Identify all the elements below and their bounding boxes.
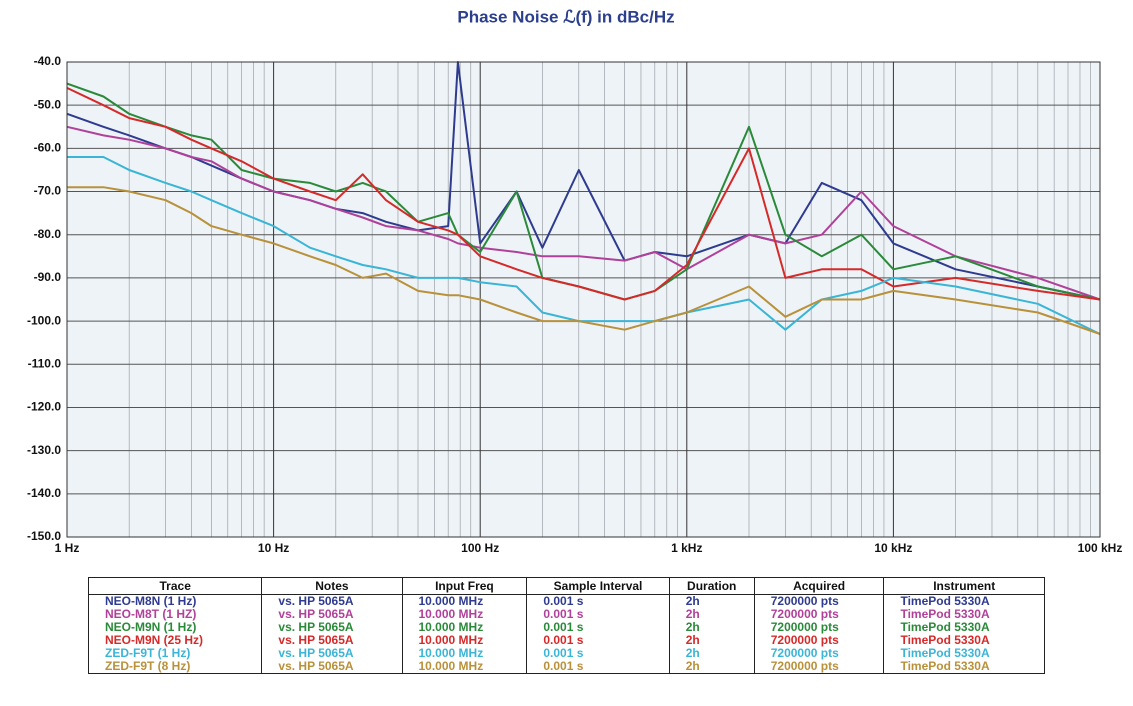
table-cell: 0.001 s [526,634,670,647]
table-row: NEO-M8N (1 Hz) vs. HP 5065A 10.000 MHz 0.00… [87,594,1045,608]
table-cell: 10.000 MHz [401,608,528,621]
y-tick-label: -70.0 [34,184,62,198]
column-header: Input Freq [401,577,528,595]
table-cell: 7200000 pts [753,608,885,621]
x-tick-label: 1 Hz [55,541,80,555]
table-cell: vs. HP 5065A [261,594,403,608]
table-cell: TimePod 5330A [883,660,1045,674]
series-line [67,156,1101,335]
y-tick-label: -120.0 [27,400,61,414]
y-tick-label: -40.0 [34,54,62,68]
table-cell: TimePod 5330A [883,608,1045,621]
table-cell: 0.001 s [526,608,670,621]
table-cell: 7200000 pts [753,634,885,647]
table-cell: vs. HP 5065A [261,660,403,674]
series-line [66,61,1101,301]
table-cell: vs. HP 5065A [261,621,403,634]
table-cell: NEO-M8T (1 HZ) [87,608,263,621]
table-cell: 0.001 s [526,621,670,634]
table-cell: 2h [668,621,755,634]
table-cell: TimePod 5330A [883,647,1045,660]
y-tick-label: -140.0 [27,486,61,500]
series-line [67,186,1101,335]
table-cell: 0.001 s [526,594,670,608]
table-cell: 2h [668,660,755,674]
table-cell: vs. HP 5065A [261,634,403,647]
y-tick-label: -90.0 [34,270,62,284]
plot-area [66,61,1101,538]
x-tick-label: 1 kHz [671,541,702,555]
table-cell: vs. HP 5065A [261,647,403,660]
table-cell: 7200000 pts [753,647,885,660]
legend-table: Trace Notes Input Freq Sample Interval Durat… [87,577,1045,674]
table-row: ZED-F9T (8 Hz) vs. HP 5065A 10.000 MHz 0.00… [87,660,1045,674]
table-cell: ZED-F9T (8 Hz) [87,660,263,674]
y-tick-label: -110.0 [28,356,62,370]
y-tick-label: -100.0 [27,313,61,327]
column-header: Notes [261,577,403,595]
table-cell: ZED-F9T (1 Hz) [87,647,263,660]
table-row: ZED-F9T (1 Hz) vs. HP 5065A 10.000 MHz 0.00… [87,647,1045,660]
chart: Phase Noise ℒ(f) in dBc/Hz -40.0 -50.0 -60… [27,7,1123,555]
column-header: Instrument [883,577,1045,595]
chart-title: Phase Noise ℒ(f) in dBc/Hz [457,7,674,26]
column-header: Trace [87,577,263,595]
table-cell: 10.000 MHz [401,634,528,647]
series-line [66,86,1101,301]
table-cell: 2h [668,634,755,647]
table-cell: TimePod 5330A [883,594,1045,608]
table-cell: 10.000 MHz [401,647,528,660]
table-cell: 0.001 s [526,660,670,674]
x-tick-label: 100 kHz [1078,541,1123,555]
column-header: Acquired [753,577,885,595]
x-tick-label: 10 kHz [874,541,912,555]
table-cell: 10.000 MHz [401,594,528,608]
table-cell: 2h [668,608,755,621]
column-header: Duration [668,577,755,595]
table-row: NEO-M9N (1 Hz) vs. HP 5065A 10.000 MHz 0.00… [87,621,1045,634]
plot-border [66,61,1101,538]
table-cell: vs. HP 5065A [261,608,403,621]
y-tick-label: -80.0 [34,227,62,241]
table-cell: NEO-M8N (1 Hz) [87,594,263,608]
y-tick-label: -60.0 [34,141,62,155]
table-cell: 7200000 pts [753,621,885,634]
x-tick-label: 10 Hz [258,541,289,555]
x-tick-label: 100 Hz [461,541,499,555]
table-cell: 7200000 pts [753,660,885,674]
series-line [66,82,1101,301]
table-cell: TimePod 5330A [883,621,1045,634]
y-tick-label: -150.0 [27,529,61,543]
table-cell: 2h [668,647,755,660]
table-cell: 10.000 MHz [401,660,528,674]
table-cell: 2h [668,594,755,608]
table-cell: NEO-M9N (25 Hz) [87,634,263,647]
table-cell: TimePod 5330A [883,634,1045,647]
table-cell: 7200000 pts [753,594,885,608]
table-row: NEO-M8T (1 HZ) vs. HP 5065A 10.000 MHz 0.00… [87,608,1045,621]
y-tick-label: -130.0 [27,443,61,457]
y-tick-label: -50.0 [34,97,62,111]
column-header: Sample Interval [526,577,670,595]
table-row: NEO-M9N (25 Hz) vs. HP 5065A 10.000 MHz 0.0… [87,634,1045,647]
table-cell: NEO-M9N (1 Hz) [87,621,263,634]
table-cell: 0.001 s [526,647,670,660]
